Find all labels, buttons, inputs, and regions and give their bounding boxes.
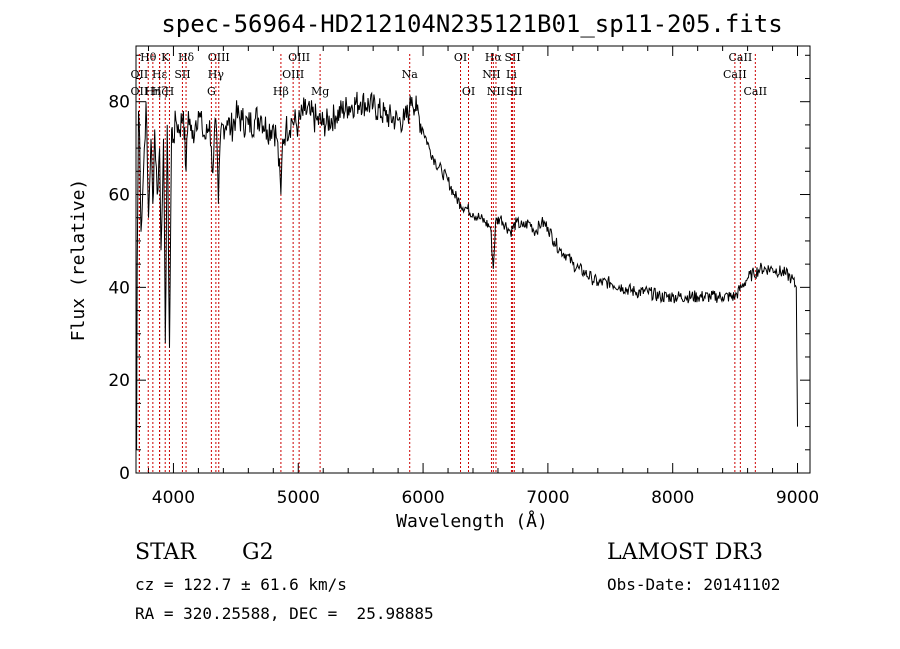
spectral-line-label: H — [165, 85, 175, 98]
spectral-line-label: CaII — [723, 68, 747, 81]
spectral-line-label: Hα — [485, 51, 503, 64]
spectral-line-label: SII — [174, 68, 190, 81]
spectral-line-label: SII — [506, 85, 522, 98]
spectral-line-label: OIII — [282, 68, 304, 81]
spectral-line-label: Mg — [311, 85, 329, 98]
x-tick-label: 5000 — [277, 488, 320, 508]
object-class: STAR — [135, 540, 196, 565]
coordinates: RA = 320.25588, DEC = 25.98885 — [135, 604, 434, 623]
chart-title: spec-56964-HD212104N235121B01_sp11-205.f… — [161, 10, 782, 38]
spectral-line-label: K — [161, 51, 170, 64]
spectral-line-label: Hζ — [152, 85, 168, 98]
spectral-line-label: G — [207, 85, 216, 98]
survey-name: LAMOST DR3 — [607, 540, 763, 565]
y-axis-label: Flux (relative) — [68, 179, 89, 342]
spectral-line-label: Hδ — [178, 51, 195, 64]
y-tick-label: 60 — [108, 186, 130, 206]
y-tick-label: 20 — [108, 371, 130, 391]
y-tick-label: 80 — [108, 93, 130, 113]
spectral-line-label: Hγ — [208, 68, 225, 81]
x-tick-label: 8000 — [651, 488, 694, 508]
spectral-line-label: Hβ — [273, 85, 289, 98]
spectral-line-label: CaII — [729, 51, 753, 64]
spectral-line-label: NII — [482, 68, 500, 81]
x-tick-label: 7000 — [526, 488, 569, 508]
spectral-line-label: CaII — [743, 85, 767, 98]
spectral-line-label: SII — [504, 51, 520, 64]
spectral-line-label: NII — [487, 85, 505, 98]
spectral-line-label: OI — [462, 85, 475, 98]
spectral-line-label: Hη — [145, 85, 161, 98]
spectral-line-label: OI — [454, 51, 467, 64]
spectral-line-label: Hθ — [140, 51, 157, 64]
y-tick-label: 0 — [119, 464, 130, 484]
redshift-cz: cz = 122.7 ± 61.6 km/s — [135, 575, 347, 594]
spectral-line-label: OII — [131, 85, 149, 98]
spectral-line-label: Na — [402, 68, 419, 81]
spectral-line-label: OIII — [288, 51, 310, 64]
obs-date: Obs-Date: 20141102 — [607, 575, 781, 594]
spectrum-line — [135, 91, 798, 450]
y-tick-label: 40 — [108, 278, 130, 298]
spectral-line-label: OIII — [208, 51, 230, 64]
spectral-line-label: Li — [506, 68, 517, 81]
x-tick-label: 4000 — [152, 488, 195, 508]
x-axis-label: Wavelength (Å) — [396, 510, 548, 532]
spectral-subclass: G2 — [242, 540, 274, 565]
x-tick-label: 6000 — [401, 488, 444, 508]
x-tick-label: 9000 — [776, 488, 819, 508]
